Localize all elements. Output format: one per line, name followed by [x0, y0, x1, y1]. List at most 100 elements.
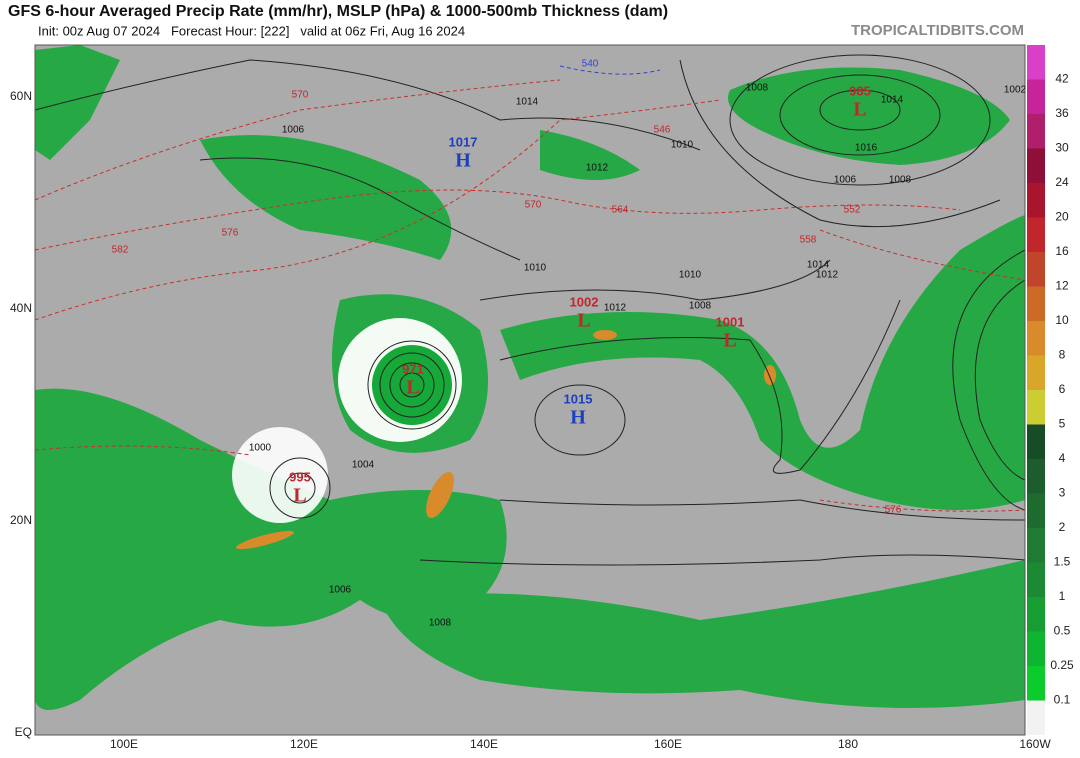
- pressure-value: 1015: [564, 391, 593, 406]
- isobar: [499, 499, 1026, 521]
- thickness-label: 540: [582, 59, 599, 70]
- precip: [35, 45, 120, 160]
- colorbar-label: 20: [1055, 210, 1069, 224]
- lon-label: 100E: [110, 737, 138, 751]
- colorbar-segment: [1027, 493, 1045, 528]
- thickness-line: [34, 79, 561, 201]
- colorbar-segment: [1027, 217, 1045, 252]
- pressure-value: 995: [289, 469, 311, 484]
- lon-label: 180: [838, 737, 858, 751]
- isobar-label: 1008: [689, 301, 712, 312]
- colorbar-segment: [1027, 79, 1045, 114]
- pressure-symbol: L: [853, 99, 866, 121]
- colorbar-segment: [1027, 666, 1045, 701]
- colorbar-label: 5: [1059, 417, 1066, 431]
- thickness-label: 564: [612, 205, 629, 216]
- isobar: [952, 249, 1026, 511]
- isobar: [379, 352, 445, 418]
- pressure-symbol: H: [455, 150, 471, 172]
- thickness-label: 546: [654, 125, 671, 136]
- colorbar-label: 4: [1059, 451, 1066, 465]
- thickness-line-cold: [559, 65, 661, 75]
- isobar-label: 1010: [524, 263, 547, 274]
- isobar: [34, 59, 701, 151]
- isobars: [34, 54, 1026, 566]
- storm-core: [372, 345, 452, 425]
- isobar-label: 1008: [429, 618, 452, 629]
- lat-label: EQ: [15, 725, 32, 739]
- isobar: [284, 472, 316, 504]
- pressure-symbol: L: [406, 377, 419, 399]
- isobar: [399, 372, 425, 398]
- isobar: [367, 340, 457, 430]
- isobar-label: 1014: [516, 97, 539, 108]
- pressure-symbol: L: [293, 485, 306, 507]
- colorbar-label: 16: [1055, 244, 1069, 258]
- clear-zone: [232, 427, 328, 523]
- precip: [380, 560, 1025, 708]
- precip: [540, 130, 640, 180]
- colorbar-label: 24: [1055, 175, 1069, 189]
- isobar-label: 1012: [604, 303, 627, 314]
- isobar: [419, 554, 1026, 566]
- pressure-value: 971: [402, 361, 424, 376]
- pressure-symbol: H: [570, 407, 586, 429]
- colorbar-segment: [1027, 321, 1045, 356]
- colorbar-segment: [1027, 597, 1045, 632]
- thickness-label: 570: [292, 90, 309, 101]
- isobar-label: 1006: [282, 125, 305, 136]
- isobar: [389, 362, 435, 408]
- pressure-value: 985: [849, 83, 871, 98]
- colorbar-segment: [1027, 286, 1045, 321]
- pressure-value: 1017: [449, 134, 478, 149]
- isobar-label: 1006: [329, 585, 352, 596]
- colorbar-segment: [1027, 424, 1045, 459]
- thickness-label: 558: [800, 235, 817, 246]
- precip: [35, 388, 507, 710]
- isobar-label: 1010: [671, 140, 694, 151]
- colorbar-segment: [1027, 45, 1045, 80]
- colorbar-segment: [1027, 183, 1045, 218]
- isobar: [679, 59, 1001, 228]
- colorbar-segment: [1027, 459, 1045, 494]
- isobar-label: 1012: [816, 270, 839, 281]
- colorbar-label: 3: [1059, 486, 1066, 500]
- lon-label: 140E: [470, 737, 498, 751]
- title: GFS 6-hour Averaged Precip Rate (mm/hr),…: [8, 3, 668, 20]
- isobar-label: 1014: [881, 95, 904, 106]
- thickness-line: [819, 229, 1026, 281]
- pressure-value: 1002: [570, 294, 599, 309]
- isobar-label: 1002: [1004, 85, 1027, 96]
- subtitle: Init: 00z Aug 07 2024 Forecast Hour: [22…: [38, 23, 465, 38]
- colorbar-label: 0.25: [1050, 658, 1074, 672]
- map-frame: [34, 44, 1026, 736]
- pressure-value: 1001: [716, 314, 745, 329]
- isobar-label: 1012: [586, 163, 609, 174]
- colorbar-segment: [1027, 114, 1045, 149]
- thickness-line: [34, 445, 251, 456]
- colorbar-label: 42: [1055, 72, 1069, 86]
- colorbar-label: 36: [1055, 106, 1069, 120]
- lon-label: 120E: [290, 737, 318, 751]
- thickness-label: 582: [112, 245, 129, 256]
- colorbar-segment: [1027, 631, 1045, 666]
- lat-label: 60N: [10, 89, 32, 103]
- thickness-label: 570: [525, 200, 542, 211]
- precip-core: [426, 471, 454, 519]
- thickness-label: 576: [885, 505, 902, 516]
- colorbar-segment: [1027, 562, 1045, 597]
- thickness-line: [819, 499, 1026, 512]
- heavy-precip: [235, 330, 776, 550]
- isobar-label: 1010: [679, 270, 702, 281]
- isobar: [534, 384, 626, 456]
- precip-core: [235, 530, 295, 550]
- isobar: [269, 457, 331, 519]
- lat-label: 20N: [10, 513, 32, 527]
- isobar: [499, 299, 901, 474]
- precip: [200, 135, 452, 260]
- colorbar-label: 30: [1055, 141, 1069, 155]
- colorbar-segment: [1027, 355, 1045, 390]
- pressure-symbol: L: [577, 310, 590, 332]
